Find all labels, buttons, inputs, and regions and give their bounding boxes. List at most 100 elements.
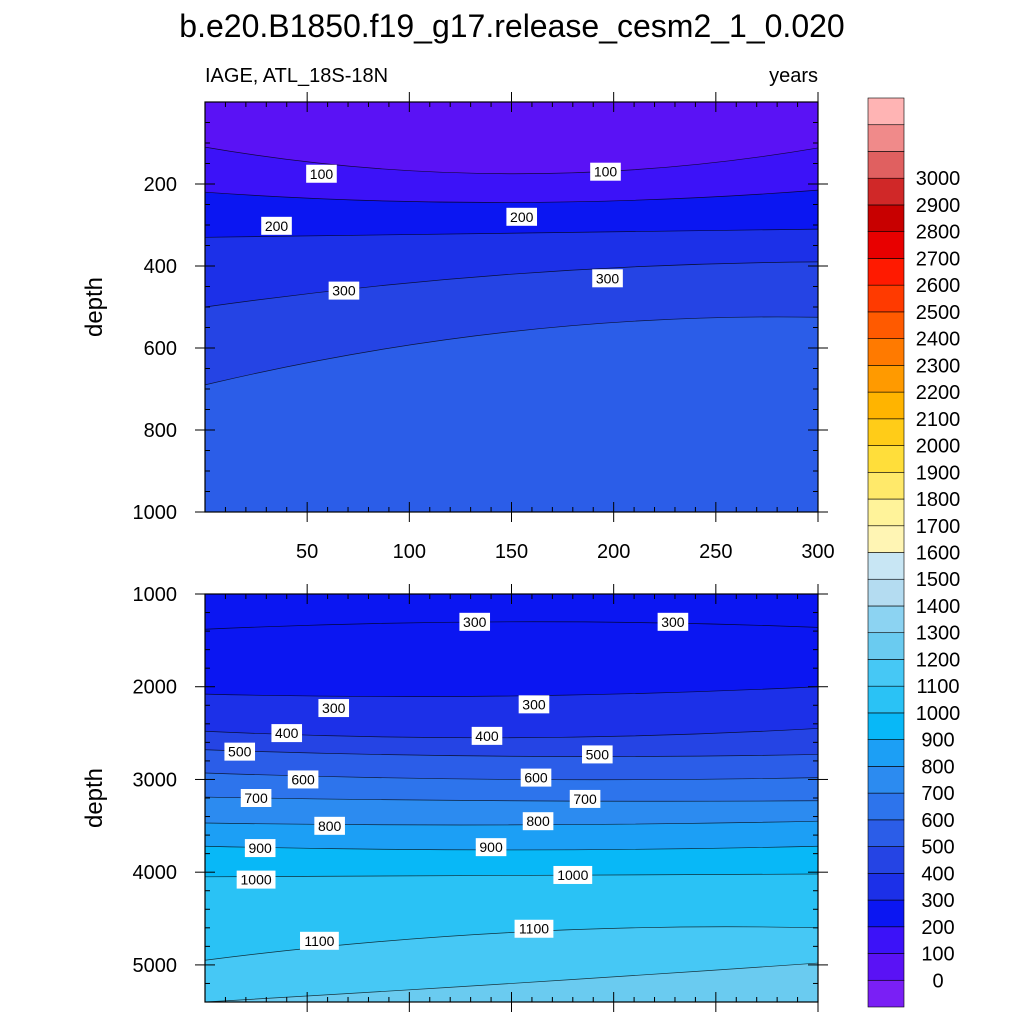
svg-text:300: 300 xyxy=(522,696,546,712)
contour-label: 200 xyxy=(261,216,292,235)
colorbar-box xyxy=(867,578,905,607)
colorbar-box xyxy=(867,766,905,794)
colorbar-box xyxy=(867,846,905,874)
colorbar-box xyxy=(867,953,905,981)
colorbar-label: 2500 xyxy=(916,302,961,324)
contour-line-1200 xyxy=(205,962,818,1002)
colorbar-box xyxy=(867,498,905,527)
colorbar-label: 2000 xyxy=(916,436,961,458)
colorbar-label: 1800 xyxy=(916,489,961,511)
y-axis-label: depth xyxy=(81,277,108,337)
subtitle-right: years xyxy=(769,65,818,87)
contour-label: 300 xyxy=(459,612,491,631)
colorbar-box xyxy=(867,418,905,446)
colorbar-label: 2900 xyxy=(916,195,961,217)
colorbar-label: 600 xyxy=(921,810,954,832)
colorbar-label: 200 xyxy=(921,917,954,939)
contour-label: 500 xyxy=(582,745,613,764)
contour-line-1100 xyxy=(205,926,818,961)
subtitle-left: IAGE, ATL_18S-18N xyxy=(205,65,388,87)
x-tick-label: 100 xyxy=(393,541,426,563)
colorbar-box xyxy=(867,231,905,259)
y-tick-label: 800 xyxy=(144,420,177,442)
lower-panel: 300 300 300 300 400 400 500 500 600 600 700 700 800 8… xyxy=(81,584,828,1012)
colorbar-label: 1000 xyxy=(916,703,961,725)
contour-line-100 xyxy=(205,146,818,175)
contour-line-800 xyxy=(205,820,818,826)
colorbar-box xyxy=(867,97,905,126)
contour-label: 200 xyxy=(506,207,538,226)
colorbar-label: 2200 xyxy=(916,382,961,404)
y-tick-label: 2000 xyxy=(133,677,178,699)
colorbar-box xyxy=(867,979,905,1008)
contour-field: 100 100 200 200 300 300 xyxy=(205,102,818,512)
colorbar-box xyxy=(867,258,905,286)
svg-text:1100: 1100 xyxy=(519,921,549,937)
svg-text:900: 900 xyxy=(248,840,272,856)
contour-line-300 xyxy=(205,228,818,238)
y-tick-label: 5000 xyxy=(133,955,178,977)
colorbar-box xyxy=(867,338,905,366)
chart-title: b.e20.B1850.f19_g17.release_cesm2_1_0.02… xyxy=(179,8,844,44)
colorbar-label: 2700 xyxy=(916,248,961,270)
contour-label: 500 xyxy=(224,742,256,761)
contour-label: 400 xyxy=(471,726,503,745)
svg-text:500: 500 xyxy=(228,744,252,760)
colorbar-label: 500 xyxy=(921,837,954,859)
svg-text:100: 100 xyxy=(310,166,334,182)
y-axis-label: depth xyxy=(81,768,108,828)
colorbar-box xyxy=(867,712,905,740)
svg-text:1000: 1000 xyxy=(557,867,588,883)
contour-label: 600 xyxy=(520,768,552,787)
y-tick-label: 3000 xyxy=(133,769,178,791)
colorbar-label: 3000 xyxy=(916,168,961,190)
svg-text:300: 300 xyxy=(322,700,346,716)
colorbar-label: 300 xyxy=(921,890,954,912)
colorbar-box xyxy=(867,632,905,660)
contour-line-500 xyxy=(205,316,818,386)
svg-text:700: 700 xyxy=(573,791,597,807)
svg-text:400: 400 xyxy=(275,725,299,741)
contour-field: 300 300 300 300 400 400 500 500 600 600 700 700 800 8… xyxy=(205,594,818,1002)
colorbar-box xyxy=(867,284,905,313)
contour-label: 300 xyxy=(657,612,689,631)
svg-text:100: 100 xyxy=(594,164,618,180)
colorbar-label: 1500 xyxy=(916,569,961,591)
colorbar-label: 2600 xyxy=(916,275,961,297)
contour-label: 100 xyxy=(590,162,621,181)
colorbar-box xyxy=(867,605,905,634)
colorbar-label: 800 xyxy=(921,756,954,778)
svg-text:400: 400 xyxy=(475,728,499,744)
x-tick-label: 300 xyxy=(801,541,834,563)
contour-label: 100 xyxy=(306,164,337,183)
contour-band-100 xyxy=(205,102,818,174)
colorbar-box xyxy=(867,471,905,500)
colorbar-label: 700 xyxy=(921,783,954,805)
svg-text:200: 200 xyxy=(265,218,289,234)
colorbar-box xyxy=(867,685,905,714)
contour-label: 300 xyxy=(592,269,623,288)
contour-line-500 xyxy=(205,749,818,757)
contour-line-200 xyxy=(205,189,818,203)
svg-text:700: 700 xyxy=(244,790,268,806)
contour-label: 900 xyxy=(244,839,276,858)
colorbar: 0 100 200 300 400 500 600 700 800 900 1000 1100 1200… xyxy=(867,97,961,1008)
svg-text:1000: 1000 xyxy=(241,872,272,888)
colorbar-box xyxy=(867,899,905,928)
x-tick-label: 150 xyxy=(495,541,528,563)
contour-label: 700 xyxy=(240,789,272,807)
colorbar-label: 2400 xyxy=(916,329,961,351)
svg-text:300: 300 xyxy=(596,270,620,286)
colorbar-label: 100 xyxy=(921,944,954,966)
colorbar-label: 400 xyxy=(921,863,954,885)
colorbar-label: 2800 xyxy=(916,222,961,244)
colorbar-box xyxy=(867,552,905,580)
colorbar-box xyxy=(867,124,905,152)
colorbar-label: 2300 xyxy=(916,355,961,377)
svg-text:500: 500 xyxy=(586,746,610,762)
contour-label: 600 xyxy=(287,770,319,789)
svg-text:1100: 1100 xyxy=(304,933,334,949)
svg-text:300: 300 xyxy=(661,614,685,630)
colorbar-box xyxy=(867,177,905,206)
